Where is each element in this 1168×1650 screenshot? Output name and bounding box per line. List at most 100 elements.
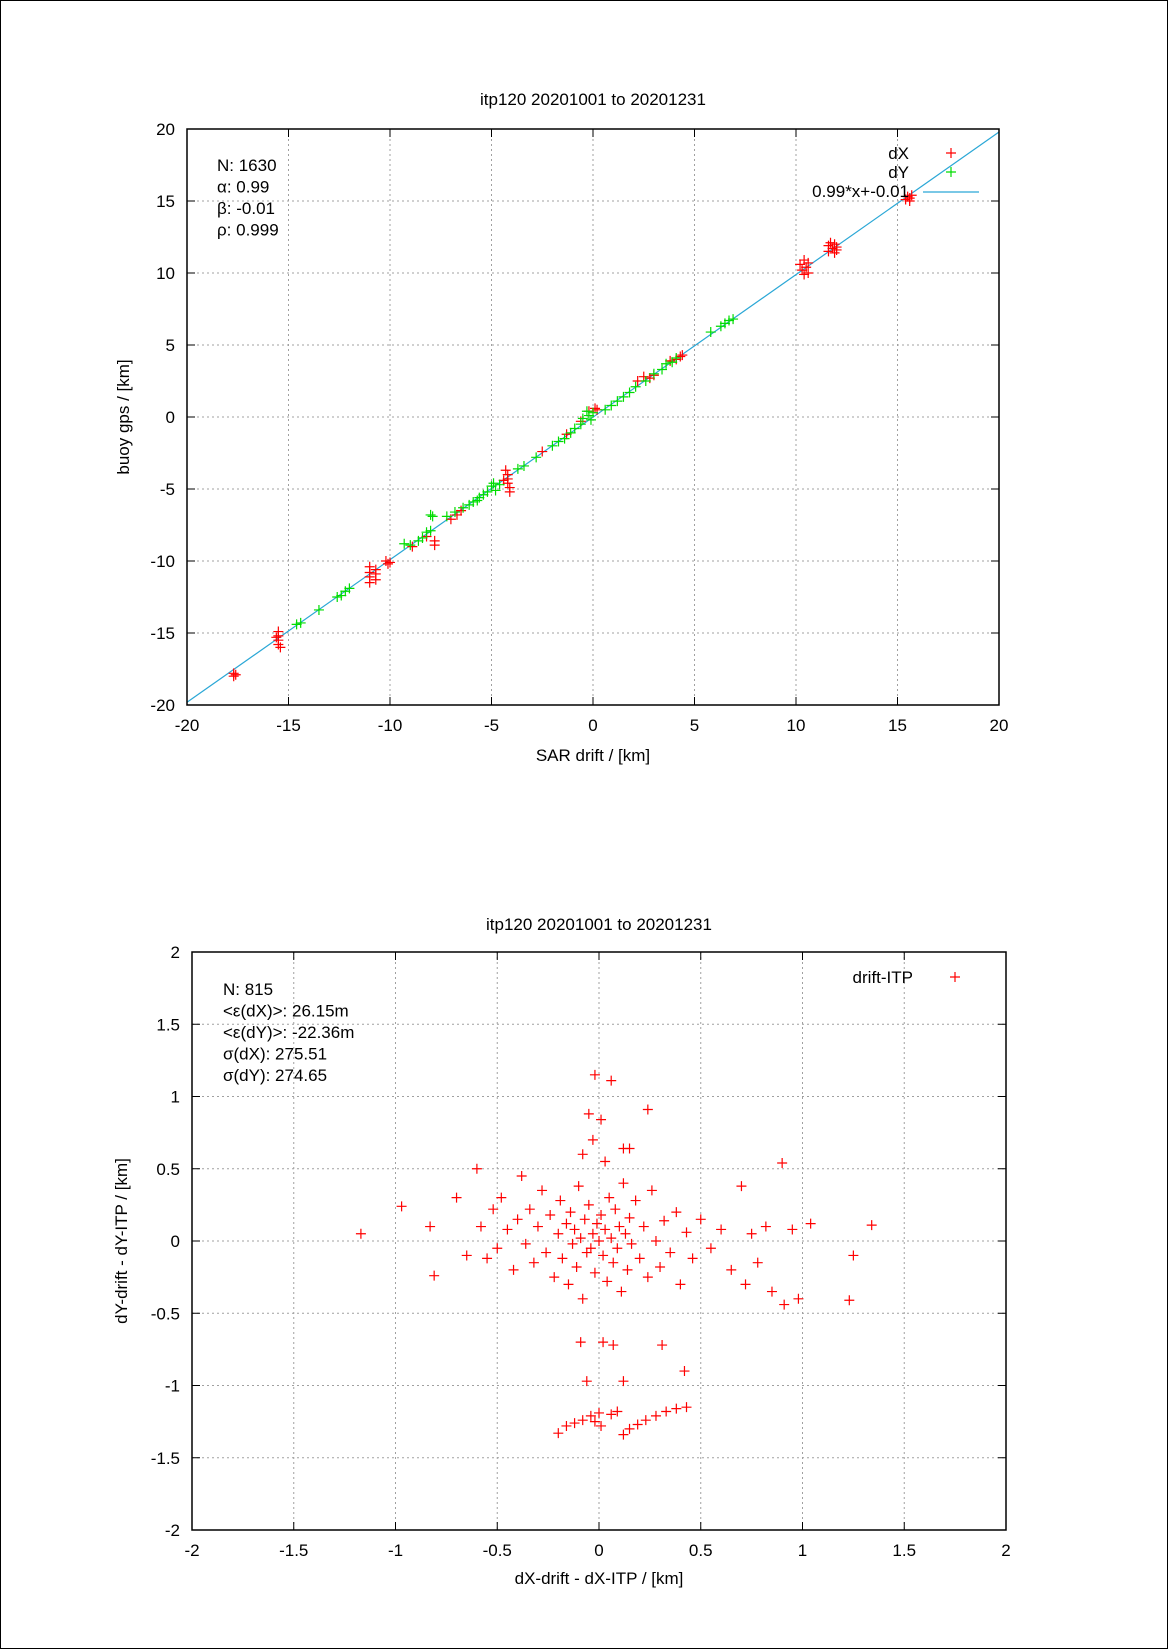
data-point: [458, 502, 469, 513]
data-point: [561, 429, 572, 440]
data-point: [610, 1204, 621, 1215]
stats-line: N: 1630: [217, 156, 277, 175]
data-point: [827, 243, 838, 254]
data-point: [648, 368, 659, 379]
data-point: [705, 327, 716, 338]
data-point: [425, 509, 436, 520]
data-point: [805, 1218, 816, 1229]
data-point: [616, 1286, 627, 1297]
data-point: [606, 1409, 617, 1420]
data-point: [677, 350, 688, 361]
data-point: [679, 1366, 690, 1377]
data-point: [618, 391, 629, 402]
data-point: [825, 237, 836, 248]
data-point: [496, 1192, 507, 1203]
x-tick-label: -0.5: [483, 1541, 512, 1560]
data-point: [553, 1428, 564, 1439]
data-point: [575, 1233, 586, 1244]
data-point: [906, 190, 917, 201]
data-point: [795, 259, 806, 270]
data-point: [429, 1270, 440, 1281]
data-point: [655, 1262, 666, 1273]
data-point: [793, 1293, 804, 1304]
data-point: [547, 440, 558, 451]
data-point: [844, 1295, 855, 1306]
x-tick-label: 5: [690, 716, 699, 735]
data-point: [777, 1157, 788, 1168]
data-point: [803, 268, 814, 278]
data-point: [575, 1337, 586, 1348]
data-point: [831, 244, 842, 255]
data-point: [620, 1228, 631, 1239]
data-point: [569, 423, 580, 434]
data-point: [657, 1340, 668, 1351]
data-point: [508, 1264, 519, 1275]
legend: drift-ITP: [853, 968, 960, 987]
data-point: [512, 1214, 523, 1225]
data-point: [336, 590, 347, 601]
data-point: [565, 1207, 576, 1218]
data-point: [553, 1228, 564, 1239]
stats-line: σ(dX): 275.51: [223, 1045, 327, 1064]
legend-marker: [946, 167, 956, 177]
data-point: [740, 1279, 751, 1290]
data-point: [344, 583, 355, 594]
data-point: [705, 1243, 716, 1254]
y-tick-label: 1: [171, 1088, 180, 1107]
data-point: [659, 1215, 670, 1226]
data-point: [585, 414, 596, 425]
data-point: [695, 1214, 706, 1225]
x-tick-label: -20: [175, 716, 200, 735]
data-point: [602, 1276, 613, 1287]
data-point: [779, 1299, 790, 1310]
drift-comparison-chart: -20 -15 -10 -5 0 5 10 15 20 -20 -15 -10 -5 0 5 10 15 20 it…: [114, 90, 1008, 765]
data-point: [612, 396, 623, 407]
x-tick-label: 15: [888, 716, 907, 735]
x-tick-label: -10: [378, 716, 403, 735]
y-tick-label: -15: [150, 624, 175, 643]
stats-line: <ε(dY)>: -22.36m: [223, 1023, 354, 1042]
data-point: [585, 1410, 596, 1421]
data-point: [482, 1253, 493, 1264]
data-point: [650, 1236, 661, 1246]
y-axis-label: buoy gps / [km]: [114, 359, 133, 474]
data-point: [561, 1218, 572, 1229]
y-tick-label: -1.5: [151, 1449, 180, 1468]
data-point: [441, 511, 452, 522]
data-point: [516, 1170, 527, 1181]
data-point: [399, 538, 410, 549]
y-tick-label: 20: [156, 120, 175, 139]
stats-line: σ(dY): 274.65: [223, 1066, 327, 1085]
data-point: [594, 1236, 604, 1246]
legend-marker: [946, 148, 956, 158]
data-point: [801, 262, 812, 273]
data-point: [632, 1419, 643, 1430]
data-point: [583, 1108, 594, 1119]
data-point: [571, 1262, 582, 1273]
x-axis-label: dX-drift - dX-ITP / [km]: [515, 1569, 684, 1588]
data-point: [596, 1209, 607, 1220]
data-point: [332, 592, 343, 602]
data-point: [468, 496, 479, 507]
data-point: [577, 1293, 588, 1304]
data-point: [638, 1221, 649, 1232]
data-point: [502, 1224, 513, 1235]
data-point: [555, 1195, 566, 1206]
data-point: [650, 1410, 661, 1421]
data-point: [405, 540, 416, 551]
legend-marker: [950, 972, 960, 982]
stats-line: N: 815: [223, 980, 273, 999]
data-point: [549, 1272, 560, 1283]
legend-label: drift-ITP: [853, 968, 913, 987]
data-point: [606, 1233, 617, 1244]
data-point: [600, 404, 611, 415]
data-point: [364, 577, 375, 588]
data-point: [588, 407, 598, 418]
data-point: [471, 1163, 482, 1174]
data-point: [596, 1420, 607, 1431]
data-point: [313, 604, 324, 615]
stats-line: <ε(dX)>: 26.15m: [223, 1002, 349, 1021]
data-point: [537, 446, 548, 457]
data-point: [587, 1228, 598, 1239]
data-point: [760, 1221, 771, 1232]
